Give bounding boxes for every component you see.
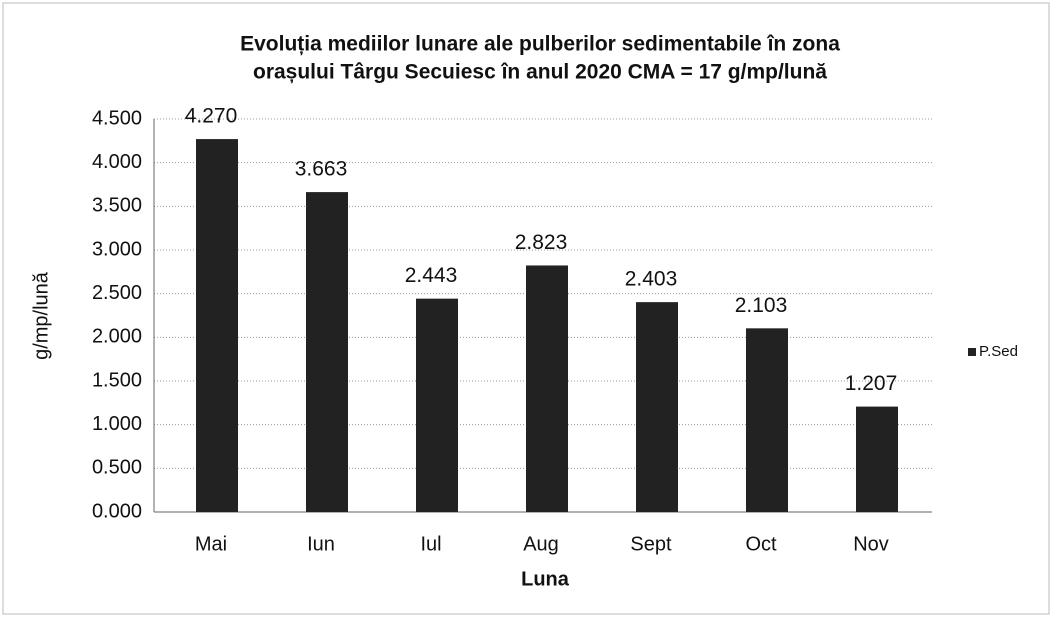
y-tick-label: 2.500 [92,282,142,304]
y-tick-label: 0.000 [92,500,142,522]
x-tick-label: Aug [523,533,559,555]
bar [636,302,678,512]
x-tick-label: Oct [745,533,777,555]
chart-title: Evoluția mediilor lunare ale pulberilor … [240,33,840,56]
data-label: 2.403 [625,268,678,291]
bar [196,139,238,512]
y-axis-label: g/mp/lună [30,271,52,360]
y-tick-label: 4.000 [92,151,142,173]
legend-label: P.Sed [979,343,1018,360]
x-tick-label: Nov [853,533,889,555]
y-tick-label: 4.500 [92,107,142,129]
x-tick-label: Mai [195,533,227,555]
bar [746,328,788,512]
legend-swatch [968,348,976,356]
x-tick-label: Iun [307,533,335,555]
bar [306,192,348,512]
data-label: 3.663 [295,158,348,181]
y-tick-label: 3.000 [92,238,142,260]
chart-title: orașului Târgu Secuiesc în anul 2020 CMA… [253,61,827,84]
data-label: 2.103 [735,294,788,317]
x-tick-label: Sept [630,533,672,555]
data-label: 4.270 [185,105,238,128]
bar [856,406,898,512]
y-tick-label: 1.000 [92,413,142,435]
y-tick-label: 0.500 [92,457,142,479]
data-label: 2.823 [515,231,568,254]
bar [416,298,458,512]
x-tick-label: Iul [420,533,441,555]
y-tick-label: 3.500 [92,195,142,217]
y-tick-label: 1.500 [92,369,142,391]
bar [526,265,568,512]
y-tick-label: 2.000 [92,326,142,348]
data-label: 1.207 [845,372,898,395]
data-label: 2.443 [405,264,458,287]
x-axis-label: Luna [521,568,570,590]
